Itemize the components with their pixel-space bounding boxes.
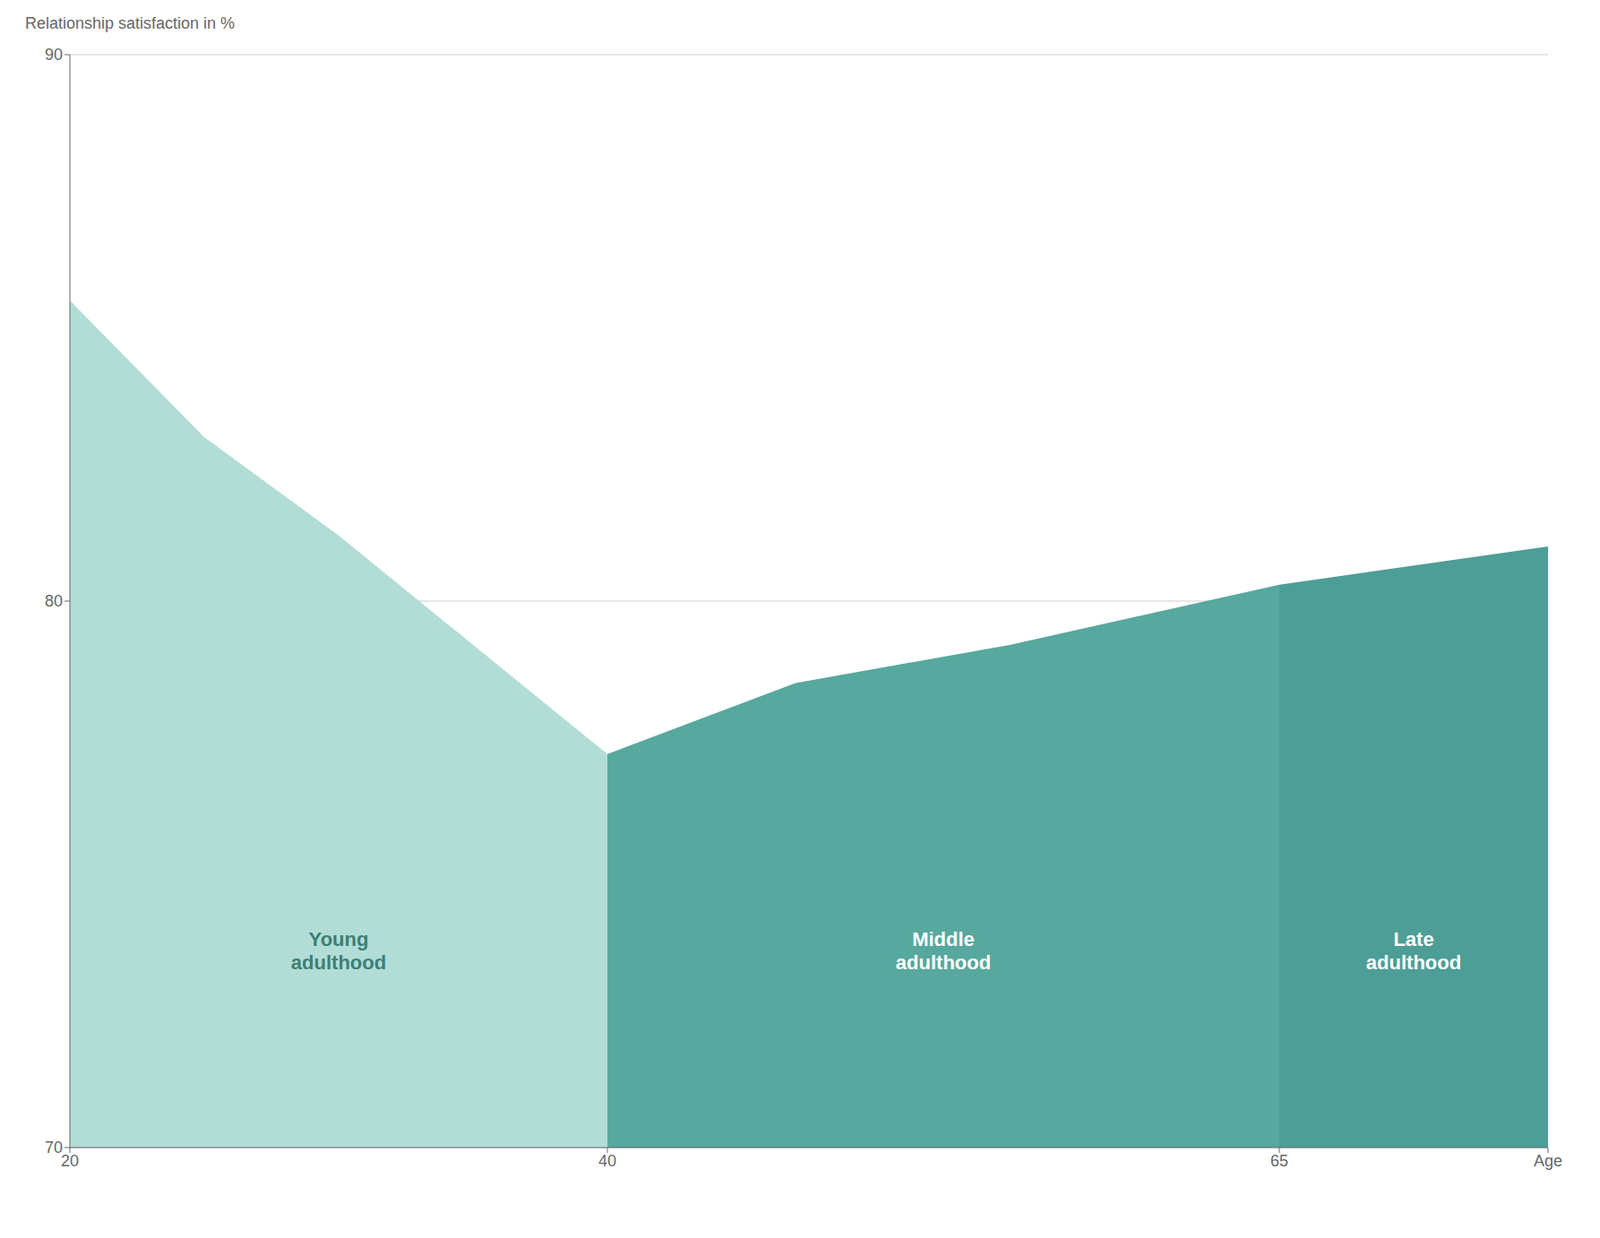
svg-text:20: 20: [60, 1152, 79, 1170]
svg-text:80: 80: [44, 592, 63, 611]
svg-text:Middleadulthood: Middleadulthood: [895, 928, 991, 974]
svg-text:65: 65: [1270, 1152, 1289, 1170]
svg-text:Age: Age: [1533, 1152, 1563, 1170]
html-text:Relationship satisfaction in %: Relationship satisfaction in %: [25, 14, 235, 33]
svg-text:Youngadulthood: Youngadulthood: [291, 928, 387, 974]
svg-text:40: 40: [598, 1152, 617, 1170]
svg-text:Lateadulthood: Lateadulthood: [1366, 928, 1462, 974]
svg-text:90: 90: [44, 45, 63, 64]
svg-text:70: 70: [44, 1138, 63, 1157]
